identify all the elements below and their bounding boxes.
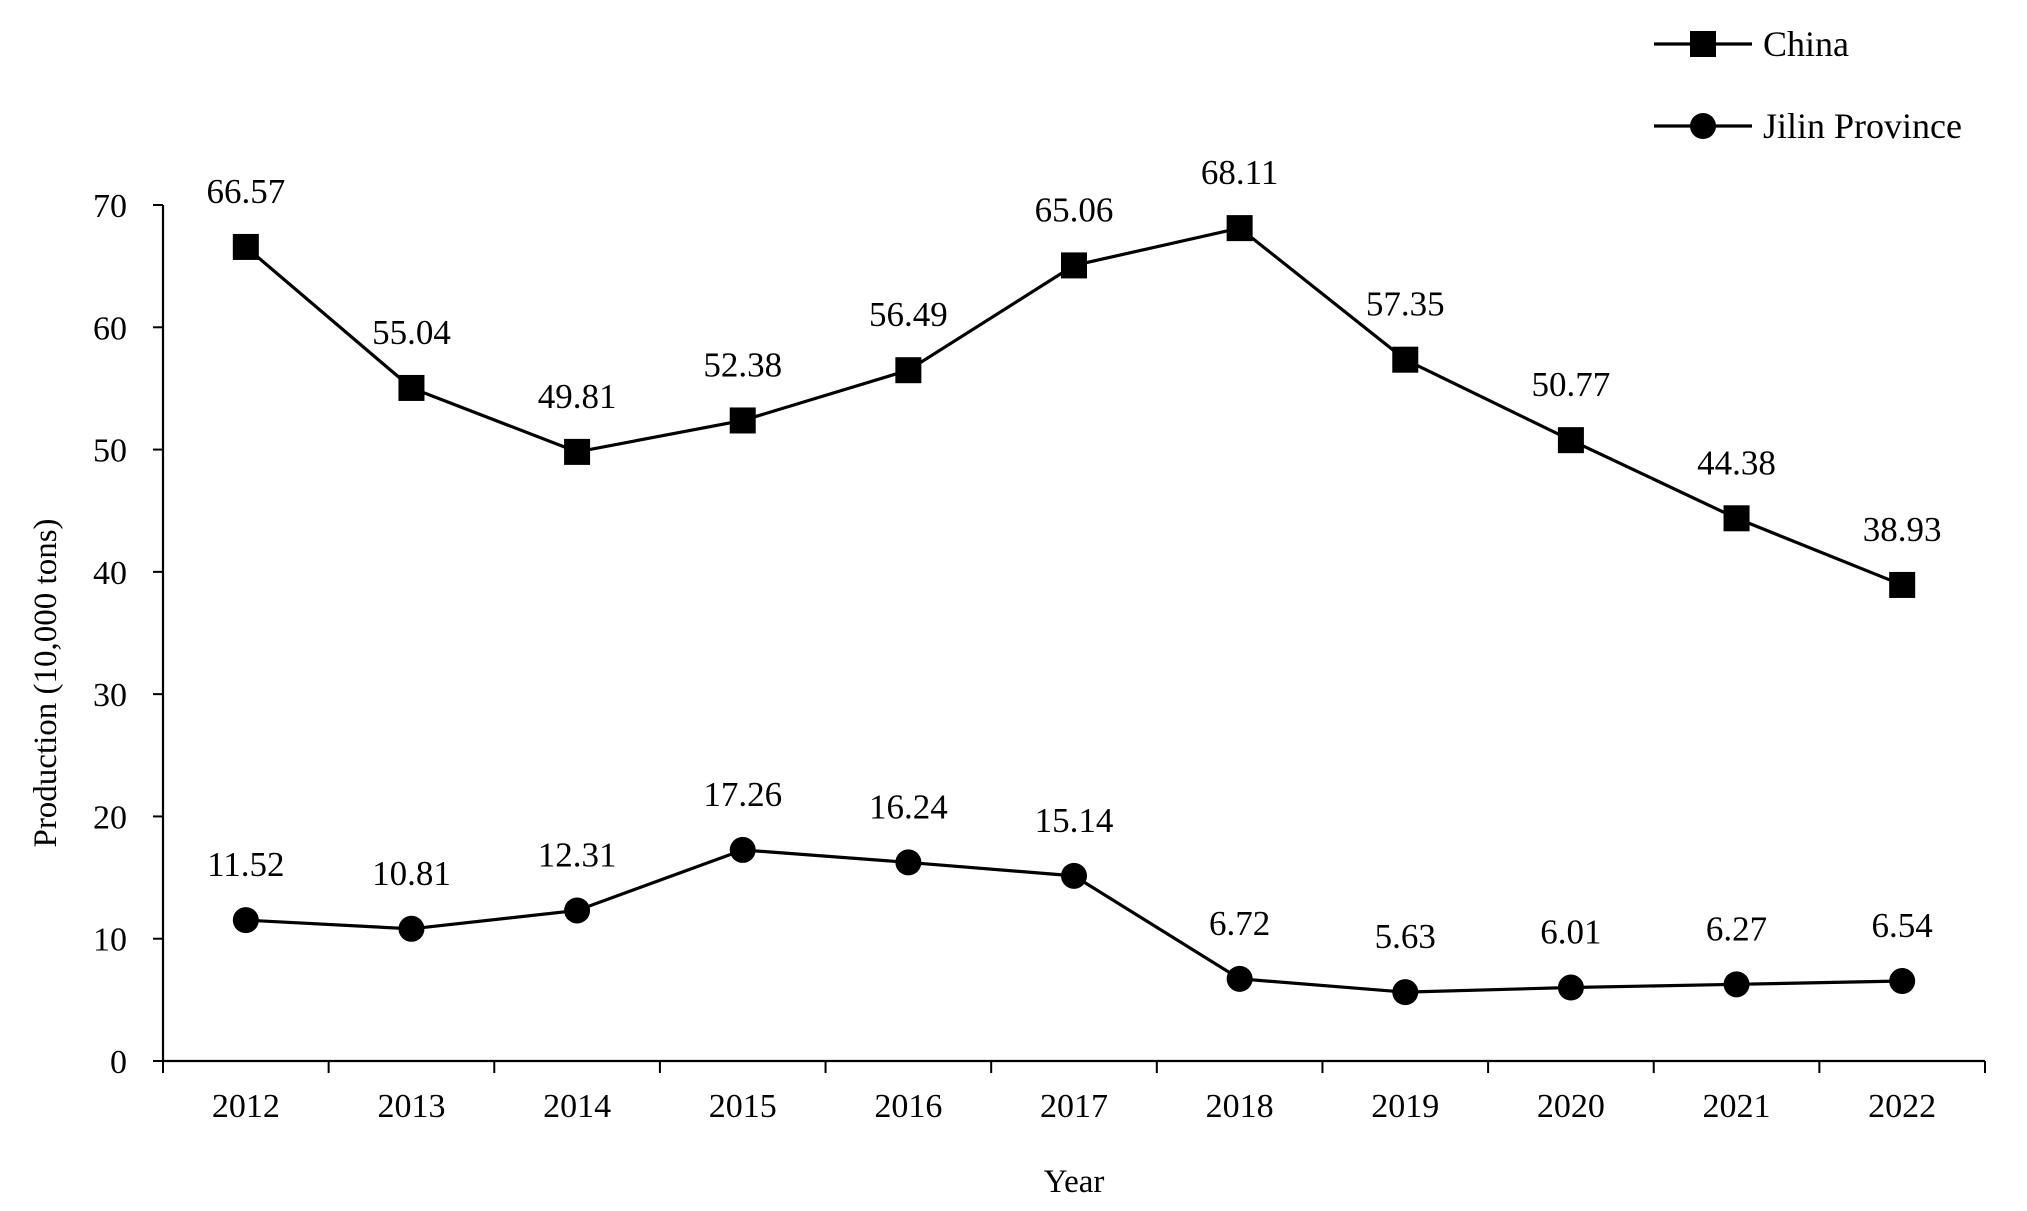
y-tick-label: 50 [93,433,127,470]
data-label-jilin-province: 5.63 [1375,917,1436,956]
y-axis-title: Production (10,000 tons) [28,518,64,847]
data-label-china: 65.06 [1035,190,1114,229]
x-axis-ticks: 2012 2013 2014 2015 2016 2017 2018 2019 2020 2021… [162,1061,1986,1125]
data-label-jilin-province: 6.72 [1209,904,1270,943]
data-label-china: 55.04 [372,313,451,352]
data-point-jilin-province [1392,979,1419,1006]
series-line-china [244,226,1903,587]
data-point-china [1889,571,1916,598]
data-label-jilin-province: 12.31 [538,835,617,874]
legend: China Jilin Province [1654,24,1962,146]
data-label-jilin-province: 6.01 [1540,913,1601,952]
data-label-china: 38.93 [1863,510,1942,549]
data-point-china [1557,427,1584,454]
legend-marker-jilin-province [1690,113,1716,139]
legend-item-jilin-province: Jilin Province [1654,106,1962,146]
data-point-china [1061,252,1087,279]
series-china: 66.57 55.04 49.81 52.38 56.49 65.06 68.11 57.35… [206,153,1942,598]
data-label-china: 57.35 [1366,285,1445,324]
y-tick-label: 60 [93,310,127,347]
data-point-jilin-province [895,849,922,876]
legend-label-china: China [1763,24,1849,64]
x-tick-label: 2020 [1537,1088,1605,1125]
data-label-china: 49.81 [538,377,617,416]
x-tick-label: 2015 [709,1088,777,1125]
data-point-china [1392,346,1419,373]
data-point-jilin-province [564,897,591,924]
data-label-china: 56.49 [869,295,948,334]
data-point-china [1226,215,1253,242]
data-point-jilin-province [398,915,425,942]
x-tick-label: 2012 [212,1088,280,1125]
y-axis-ticks: 0 10 20 30 40 50 60 70 [93,188,163,1081]
data-point-jilin-province [1226,965,1253,992]
data-point-china [232,233,259,260]
data-point-china [1723,505,1750,532]
data-label-jilin-province: 15.14 [1035,801,1114,840]
y-tick-label: 10 [93,922,127,959]
axes [161,205,1985,1063]
x-tick-label: 2013 [377,1088,445,1125]
data-point-china [564,438,591,465]
data-label-jilin-province: 16.24 [869,787,948,826]
data-label-china: 68.11 [1201,153,1278,192]
data-label-jilin-province: 6.27 [1706,909,1767,948]
x-tick-label: 2021 [1703,1088,1771,1125]
y-tick-label: 40 [93,555,127,592]
data-point-jilin-province [1723,971,1750,998]
data-label-jilin-province: 6.54 [1872,906,1933,945]
legend-marker-china [1690,31,1716,57]
x-tick-label: 2018 [1206,1088,1274,1125]
x-axis-title: Year [1044,1164,1105,1200]
legend-label-jilin-province: Jilin Province [1763,106,1962,146]
data-point-jilin-province [232,907,259,934]
y-tick-label: 30 [93,677,127,714]
data-point-china [729,407,756,434]
y-tick-label: 0 [110,1044,127,1081]
series-layer: 66.57 55.04 49.81 52.38 56.49 65.06 68.11 57.35… [206,153,1942,1006]
data-label-china: 50.77 [1532,365,1611,404]
data-point-china [895,357,922,384]
series-jilin-province: 11.52 10.81 12.31 17.26 16.24 15.14 6.72 5.63 6.… [207,775,1933,1006]
data-point-china [398,374,425,401]
data-label-china: 52.38 [703,345,782,384]
data-label-jilin-province: 17.26 [703,775,782,814]
y-tick-label: 70 [93,188,127,225]
data-label-jilin-province: 11.52 [207,845,284,884]
x-tick-label: 2016 [874,1088,942,1125]
data-label-china: 66.57 [206,172,285,211]
legend-item-china: China [1654,24,1849,64]
data-label-jilin-province: 10.81 [372,854,451,893]
data-point-jilin-province [1061,862,1087,889]
x-tick-label: 2019 [1371,1088,1439,1125]
data-point-jilin-province [1557,974,1584,1001]
data-point-jilin-province [1889,968,1916,995]
data-label-china: 44.38 [1697,443,1776,482]
x-tick-label: 2022 [1868,1088,1936,1125]
data-point-jilin-province [729,836,756,863]
x-tick-label: 2017 [1040,1088,1108,1125]
y-tick-label: 20 [93,799,127,836]
x-tick-label: 2014 [543,1088,611,1125]
